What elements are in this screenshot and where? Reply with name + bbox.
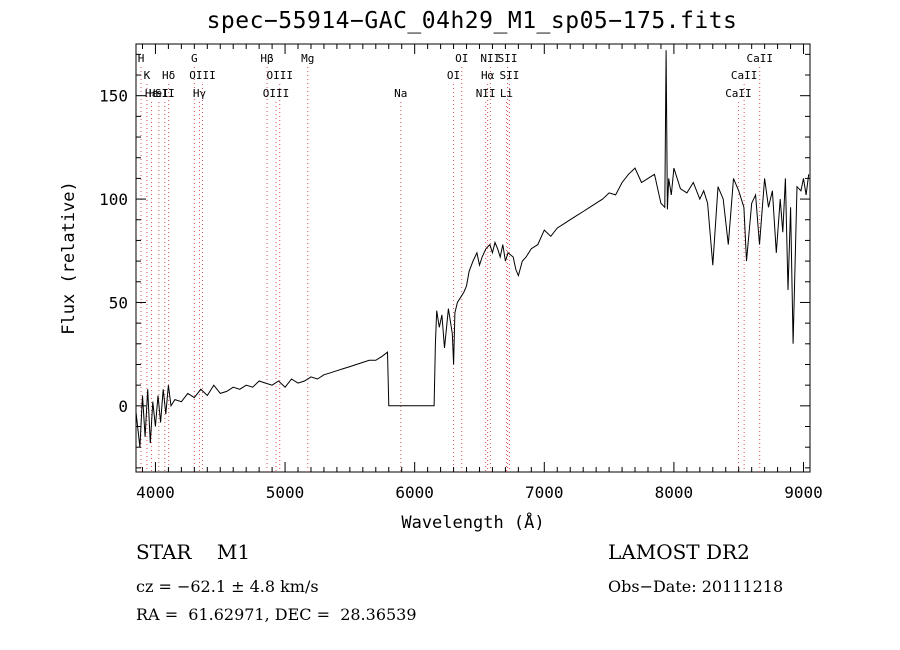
y-axis-label: Flux (relative): [59, 181, 79, 335]
x-tick-label: 7000: [525, 483, 564, 502]
chart-title: spec−55914−GAC_04h29_M1_sp05−175.fits: [206, 8, 738, 34]
redshift-cz: cz = −62.1 ± 4.8 km/s: [136, 577, 319, 596]
spectral-line-label: G: [191, 52, 198, 65]
observation-date: Obs−Date: 20111218: [608, 577, 784, 596]
spectral-line-label: OIII: [266, 69, 293, 82]
spectral-line-label: CaII: [725, 87, 752, 100]
spectral-line-label: Hδ: [162, 69, 175, 82]
spectral-line-label: SII: [499, 69, 519, 82]
spectral-line-label: NII: [476, 87, 496, 100]
spectral-line-label: H: [138, 52, 145, 65]
ra-dec-coordinates: RA = 61.62971, DEC = 28.36539: [136, 605, 417, 624]
spectral-line-label: Mg: [301, 52, 314, 65]
spectral-line-label: Na: [394, 87, 407, 100]
spectral-line-label: Hβ: [260, 52, 274, 65]
object-subclass: M1: [216, 540, 251, 564]
spectral-line-label: CaII: [731, 69, 758, 82]
axis-ticks: 4000 5000 6000 7000 8000 9000 0 50 100 150: [99, 44, 823, 502]
x-tick-label: 4000: [136, 483, 175, 502]
spectral-line-label: SII: [155, 87, 175, 100]
plot-frame: [135, 43, 811, 473]
spectral-line-label: CaII: [746, 52, 773, 65]
spectral-line-label: SII: [498, 52, 518, 65]
spectral-line-label: OI: [455, 52, 468, 65]
x-tick-label: 5000: [266, 483, 305, 502]
survey-name: LAMOST DR2: [608, 540, 750, 564]
spectral-line-label: OI: [447, 69, 460, 82]
spectral-line-label: Hα: [481, 69, 495, 82]
spectral-line-label: Li: [500, 87, 513, 100]
spectrum-series-line: [135, 50, 810, 448]
spectral-line-label: Hε: [145, 87, 158, 100]
x-tick-label: 6000: [395, 483, 434, 502]
object-class-line: STAR M1: [136, 540, 250, 564]
spectral-line-markers: [140, 67, 761, 472]
object-type: STAR: [136, 540, 192, 564]
spectral-line-label: OIII: [263, 87, 290, 100]
y-tick-label: 0: [118, 397, 128, 416]
x-axis-label: Wavelength (Å): [401, 511, 544, 533]
spectral-line-label: OIII: [189, 69, 216, 82]
spectral-line-label: HeI: [149, 87, 169, 100]
x-tick-label: 8000: [655, 483, 694, 502]
y-tick-label: 100: [99, 190, 128, 209]
y-tick-label: 50: [109, 293, 128, 312]
y-tick-label: 150: [99, 87, 128, 106]
spectral-line-label: NII: [480, 52, 500, 65]
spectral-line-label: Hγ: [193, 87, 207, 100]
spectral-line-label: K: [144, 69, 151, 82]
x-tick-label: 9000: [784, 483, 823, 502]
